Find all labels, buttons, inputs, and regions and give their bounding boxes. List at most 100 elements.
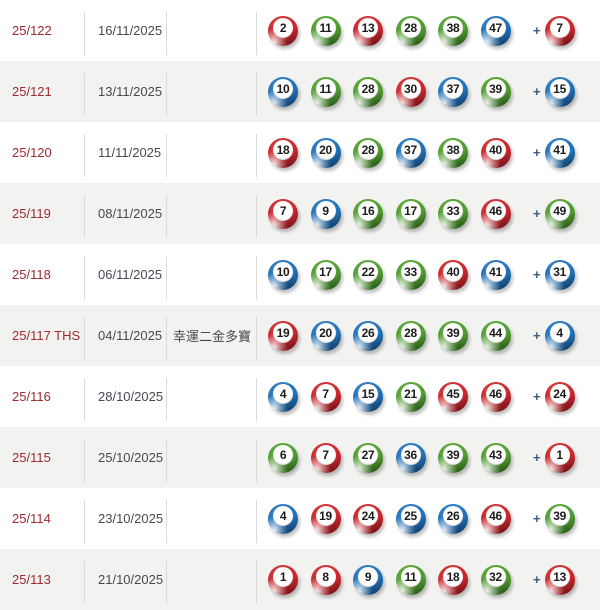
draw-date-cell: 23/10/2025 bbox=[85, 488, 167, 549]
draw-date: 25/10/2025 bbox=[98, 450, 164, 465]
ball-number: 7 bbox=[315, 383, 336, 404]
results-cell: 1 8 9 11 18 32 +13 bbox=[257, 549, 600, 610]
ball-number: 16 bbox=[358, 200, 378, 221]
ball-number: 17 bbox=[400, 200, 421, 221]
lottery-ball: 39 bbox=[438, 320, 468, 351]
plus-sign: + bbox=[533, 511, 541, 526]
draw-remark-cell bbox=[167, 549, 257, 610]
ball-number: 37 bbox=[400, 139, 421, 160]
lottery-ball: 33 bbox=[395, 259, 426, 290]
ball-number: 22 bbox=[358, 261, 378, 282]
ball-number: 1 bbox=[549, 444, 570, 465]
lottery-ball: 33 bbox=[438, 198, 468, 229]
extra-ball: 24 bbox=[544, 381, 575, 412]
lottery-ball: 30 bbox=[395, 76, 426, 107]
plus-sign: + bbox=[533, 23, 541, 38]
lottery-ball: 28 bbox=[353, 76, 383, 107]
plus-sign: + bbox=[533, 328, 541, 343]
result-row: 25/121 13/11/2025 10 11 28 30 37 39 +15 bbox=[0, 61, 600, 122]
lottery-ball: 39 bbox=[480, 76, 511, 107]
lottery-ball: 26 bbox=[438, 503, 468, 534]
draw-remark-cell bbox=[167, 122, 257, 183]
draw-number: 25/115 bbox=[12, 450, 51, 465]
lottery-ball: 4 bbox=[268, 503, 298, 534]
lottery-ball: 25 bbox=[395, 503, 426, 534]
ball-number: 24 bbox=[549, 383, 570, 404]
draw-number-cell: 25/113 bbox=[0, 549, 85, 610]
results-cell: 10 11 28 30 37 39 +15 bbox=[257, 61, 600, 122]
results-cell: 2 11 13 28 38 47 +7 bbox=[257, 0, 600, 61]
draw-remark-cell bbox=[167, 366, 257, 427]
lottery-ball: 8 bbox=[310, 564, 341, 595]
ball-number: 18 bbox=[273, 139, 293, 160]
ball-number: 11 bbox=[315, 17, 336, 38]
draw-date-cell: 06/11/2025 bbox=[85, 244, 167, 305]
draw-remark-cell bbox=[167, 183, 257, 244]
extra-ball: 41 bbox=[544, 137, 575, 168]
draw-remark: 幸運二金多寶 bbox=[172, 329, 251, 344]
draw-number-cell: 25/115 bbox=[0, 427, 85, 488]
draw-date: 08/11/2025 bbox=[98, 206, 163, 221]
ball-number: 43 bbox=[485, 444, 506, 465]
lottery-ball: 24 bbox=[353, 503, 383, 534]
ball-number: 26 bbox=[443, 505, 463, 526]
ball-number: 46 bbox=[485, 383, 506, 404]
draw-number-cell: 25/114 bbox=[0, 488, 85, 549]
lottery-ball: 45 bbox=[438, 381, 468, 412]
draw-remark-cell: 幸運二金多寶 bbox=[167, 305, 257, 366]
result-row: 25/119 08/11/2025 7 9 16 17 33 46 +49 bbox=[0, 183, 600, 244]
lottery-ball: 28 bbox=[353, 137, 383, 168]
result-row: 25/114 23/10/2025 4 19 24 25 26 46 +39 bbox=[0, 488, 600, 549]
ball-number: 25 bbox=[400, 505, 421, 526]
ball-number: 30 bbox=[400, 78, 421, 99]
ball-number: 19 bbox=[315, 505, 336, 526]
lottery-ball: 28 bbox=[395, 320, 426, 351]
ball-number: 11 bbox=[400, 566, 421, 587]
lottery-ball: 15 bbox=[353, 381, 383, 412]
plus-sign: + bbox=[533, 267, 541, 282]
draw-number: 25/117 THS bbox=[12, 328, 81, 343]
lottery-ball: 19 bbox=[310, 503, 341, 534]
ball-number: 33 bbox=[443, 200, 463, 221]
extra-ball: 49 bbox=[544, 198, 575, 229]
lottery-ball: 1 bbox=[268, 564, 298, 595]
results-cell: 18 20 28 37 38 40 +41 bbox=[257, 122, 600, 183]
ball-number: 1 bbox=[273, 566, 293, 587]
ball-number: 20 bbox=[315, 322, 336, 343]
draw-number: 25/122 bbox=[12, 23, 52, 38]
draw-number: 25/120 bbox=[12, 145, 52, 160]
plus-sign: + bbox=[533, 450, 541, 465]
ball-number: 46 bbox=[485, 505, 506, 526]
ball-number: 19 bbox=[273, 322, 293, 343]
lottery-ball: 26 bbox=[353, 320, 383, 351]
lottery-ball: 11 bbox=[310, 15, 341, 46]
draw-remark-cell bbox=[167, 427, 257, 488]
result-row: 25/118 06/11/2025 10 17 22 33 40 41 +31 bbox=[0, 244, 600, 305]
draw-date: 21/10/2025 bbox=[98, 572, 164, 587]
lottery-ball: 38 bbox=[438, 15, 468, 46]
ball-number: 33 bbox=[400, 261, 421, 282]
lottery-ball: 20 bbox=[310, 137, 341, 168]
lottery-ball: 28 bbox=[395, 15, 426, 46]
ball-number: 10 bbox=[273, 261, 293, 282]
draw-date-cell: 11/11/2025 bbox=[85, 122, 167, 183]
lottery-ball: 10 bbox=[268, 76, 298, 107]
ball-number: 9 bbox=[315, 200, 336, 221]
ball-number: 2 bbox=[273, 17, 293, 38]
ball-number: 39 bbox=[443, 322, 463, 343]
ball-number: 31 bbox=[549, 261, 570, 282]
draw-date-cell: 08/11/2025 bbox=[85, 183, 167, 244]
plus-sign: + bbox=[533, 145, 541, 160]
lottery-ball: 46 bbox=[480, 503, 511, 534]
lottery-ball: 36 bbox=[395, 442, 426, 473]
draw-number-cell: 25/121 bbox=[0, 61, 85, 122]
ball-number: 49 bbox=[549, 200, 570, 221]
lottery-ball: 38 bbox=[438, 137, 468, 168]
ball-number: 28 bbox=[358, 139, 378, 160]
ball-number: 21 bbox=[400, 383, 421, 404]
draw-number: 25/118 bbox=[12, 267, 51, 282]
lottery-ball: 7 bbox=[310, 381, 341, 412]
ball-number: 15 bbox=[358, 383, 378, 404]
ball-number: 7 bbox=[273, 200, 293, 221]
